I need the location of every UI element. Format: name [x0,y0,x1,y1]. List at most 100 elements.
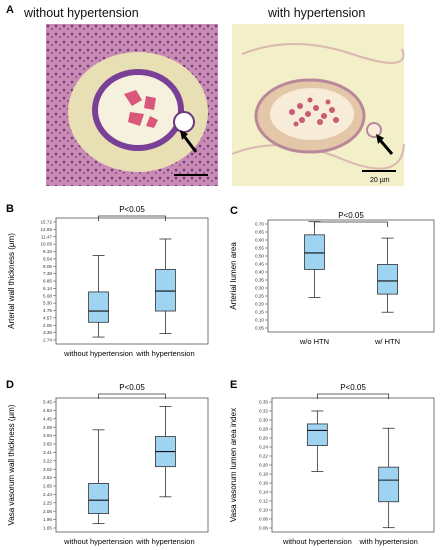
y-tick-label-e: 0.10 [259,508,268,513]
y-tick-label-c: 0.60 [255,238,264,243]
y-tick-label-d: 4.45 [43,416,52,421]
y-tick-label-c: 0.15 [255,310,264,315]
y-tick-label-d: 1.65 [43,526,52,531]
y-axis-label-c: Arterial lumen area [229,242,238,310]
y-tick-label-c: 0.50 [255,254,264,259]
p-value-label-b: P<0.05 [119,205,145,214]
p-value-label-e: P<0.05 [340,383,366,392]
box-e-2 [378,466,400,503]
y-tick-label-d: 2.44 [43,492,52,497]
panel-a-letter: A [6,4,14,16]
y-tick-label-b: 10.05 [41,242,53,247]
chart-d-vv-wall-thickness: D 1.65 1.96 2.08 2.25 2.44 2.65 2.82 3.02 3.22 3.4… [6,379,209,546]
panel-letter-c: C [230,205,238,217]
significance-bracket-e [316,393,390,399]
category-label-b-2: with hypertension [135,349,194,358]
y-tick-label-b: 5.30 [43,301,52,306]
y-tick-label-e: 0.22 [259,454,268,459]
y-tick-label-c: 0.45 [255,262,264,267]
y-tick-label-c: 0.70 [255,222,264,227]
y-tick-label-b: 7.38 [43,271,52,276]
significance-bracket-c [314,221,388,227]
y-tick-label-c: 0.20 [255,302,264,307]
y-tick-label-e: 0.32 [259,409,268,414]
y-tick-label-e: 0.12 [259,499,268,504]
box-b-2 [155,268,176,312]
histology-image-left [46,24,218,186]
y-tick-label-d: 5.45 [43,400,52,405]
histology-image-right: 20 µm [231,24,405,186]
p-value-label-c: P<0.05 [338,211,364,220]
box-e-1 [306,423,328,446]
y-tick-label-d: 2.08 [43,509,52,514]
chart-c-lumen-area: C 0.05 0.10 0.15 0.20 0.25 0.30 0.35 0.40 0.45 0.5… [229,205,435,346]
y-tick-label-d: 3.65 [43,442,52,447]
box-c-1 [304,234,325,270]
y-tick-label-e: 0.20 [259,463,268,468]
y-tick-label-b: 4.75 [43,308,52,313]
y-tick-label-b: 5.68 [43,293,52,298]
plot-frame-c [267,219,435,333]
y-tick-label-d: 4.09 [43,425,52,430]
box-b-1 [88,291,109,323]
panel-letter-b: B [6,203,14,215]
significance-bracket-b [98,215,166,221]
y-tick-label-e: 0.35 [259,400,268,405]
significance-bracket-d [98,393,166,399]
y-tick-label-c: 0.35 [255,278,264,283]
panel-a-right-title: with hypertension [268,6,366,20]
y-tick-label-e: 0.14 [259,490,268,495]
y-tick-label-c: 0.05 [255,326,264,331]
y-tick-label-b: 9.33 [43,249,52,254]
y-tick-label-b: 12.65 [41,227,53,232]
y-tick-label-c: 0.10 [255,318,264,323]
box-d-1 [88,483,109,514]
y-axis-label-d: Vasa vasorum wall thickness (μm) [7,404,16,525]
y-tick-label-c: 0.40 [255,270,264,275]
y-tick-label-b: 3.36 [43,330,52,335]
box-c-2 [377,264,398,295]
y-tick-label-e: 0.28 [259,427,268,432]
y-axis-label-e: Vasa vasorum lumen area index [229,408,238,522]
y-tick-label-d: 3.22 [43,458,52,463]
chart-b-wall-thickness: B 2.74 3.36 4.06 4.57 4.75 5.30 5.68 6.14 6.85 7.3… [6,203,209,358]
y-tick-label-c: 0.55 [255,246,264,251]
y-tick-label-d: 1.96 [43,517,52,522]
y-tick-label-e: 0.18 [259,472,268,477]
plot-frame-b [55,217,209,345]
y-tick-label-d: 2.65 [43,484,52,489]
y-tick-label-e: 0.26 [259,436,268,441]
y-tick-label-e: 0.08 [259,517,268,522]
category-label-c-2: w/ HTN [374,337,400,346]
y-tick-label-b: 2.74 [43,338,52,343]
y-tick-label-b: 15.72 [41,220,53,225]
y-tick-label-b: 6.85 [43,279,52,284]
y-tick-label-b: 8.06 [43,264,52,269]
category-label-d-2: with hypertension [135,537,194,546]
y-axis-label-b: Arterial wall thickness (μm) [7,233,16,329]
panel-letter-d: D [6,379,14,391]
p-value-label-d: P<0.05 [119,383,145,392]
y-tick-label-c: 0.30 [255,286,264,291]
category-label-d-1: without hypertension [63,537,133,546]
y-tick-label-d: 3.41 [43,450,52,455]
y-tick-label-b: 11.47 [41,234,53,239]
y-tick-label-d: 4.83 [43,408,52,413]
y-tick-label-e: 0.16 [259,481,268,486]
y-tick-label-b: 4.06 [43,323,52,328]
category-label-e-2: with hypertension [358,537,417,546]
y-tick-label-b: 6.14 [43,286,52,291]
y-tick-label-d: 3.02 [43,467,52,472]
category-label-c-1: w/o HTN [299,337,329,346]
panel-a-left-title: without hypertension [24,6,139,20]
panel-letter-e: E [230,379,237,391]
category-label-e-1: without hypertension [282,537,352,546]
y-tick-label-c: 0.65 [255,230,264,235]
y-tick-label-e: 0.24 [259,445,268,450]
y-tick-label-c: 0.25 [255,294,264,299]
chart-e-vv-lumen-index: E 0.06 0.08 0.10 0.12 0.14 0.16 0.18 0.20 0.22 0.2… [229,379,435,546]
y-tick-label-d: 3.94 [43,433,52,438]
y-tick-label-e: 0.06 [259,526,268,531]
plot-frame-e [271,397,435,533]
y-tick-label-d: 2.25 [43,500,52,505]
